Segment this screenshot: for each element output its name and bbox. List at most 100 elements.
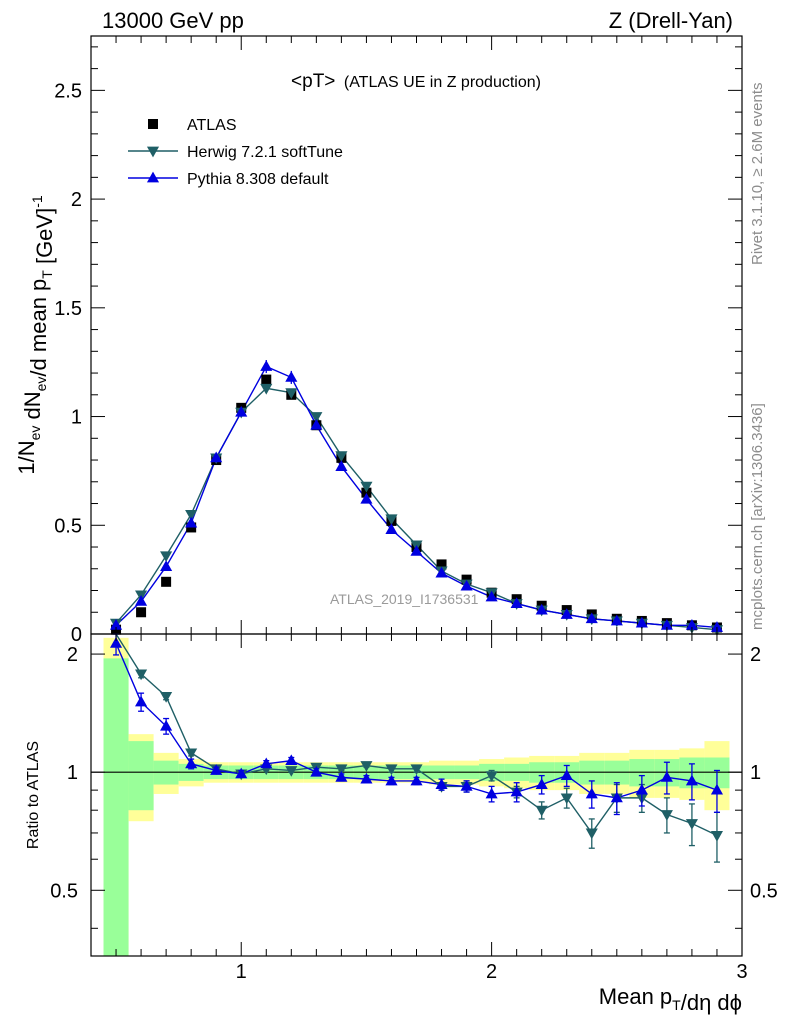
x-axis-label: Mean pT/dη dϕ xyxy=(599,984,742,1015)
herwig-point xyxy=(185,510,198,521)
herwig-ratio-point xyxy=(135,669,148,681)
pythia-ratio-point xyxy=(360,772,373,784)
y-tick-label: 0.5 xyxy=(54,515,82,537)
pythia-ratio-point xyxy=(285,754,298,766)
uncertainty-band-green xyxy=(103,658,129,956)
y-axis-label-ratio: Ratio to ATLAS xyxy=(25,741,42,849)
pythia-point xyxy=(535,603,548,615)
pythia-point xyxy=(210,451,223,463)
ratio-y-tick-label-right: 2 xyxy=(750,644,761,666)
uncertainty-band-green xyxy=(128,741,154,811)
rivet-label: Rivet 3.1.10, ≥ 2.6M events xyxy=(749,83,766,266)
y-tick-label: 2.5 xyxy=(54,80,82,102)
pythia-ratio-point xyxy=(435,778,448,789)
herwig-ratio-point xyxy=(360,761,373,772)
main-title-sub: (ATLAS UE in Z production) xyxy=(344,74,541,91)
pythia-ratio-point xyxy=(185,757,198,769)
legend-label: Pythia 8.308 default xyxy=(187,171,329,188)
ratio-y-tick-label: 1 xyxy=(67,762,78,784)
herwig-ratio-point xyxy=(285,766,298,777)
atlas-point xyxy=(261,374,272,385)
herwig-ratio-point xyxy=(660,810,673,821)
legend: ATLAS Herwig 7.2.1 softTune Pythia 8.308 d… xyxy=(128,117,343,188)
pythia-ratio-point xyxy=(109,637,123,648)
herwig-point xyxy=(285,388,298,399)
main-title: <pT> (ATLAS UE in Z production) xyxy=(291,71,541,92)
pythia-point xyxy=(235,405,248,417)
atlas-point xyxy=(436,559,447,570)
y-tick-label: 1 xyxy=(71,407,82,429)
herwig-ratio-point xyxy=(685,819,698,830)
pythia-ratio-point xyxy=(160,719,173,731)
legend-label: Herwig 7.2.1 softTune xyxy=(187,144,343,161)
herwig-ratio-point xyxy=(335,764,348,776)
pythia-ratio-point xyxy=(560,769,573,781)
pythia-point xyxy=(160,560,173,571)
main-panel: 0 0.5 1 1.5 2 2.5 <pT> (ATLAS UE in Z product… xyxy=(14,35,743,646)
herwig-ratio-point xyxy=(160,692,173,703)
ratio-panel: 0.5 0.5 1 1 2 2 1 2 3 Ratio to ATLAS xyxy=(25,633,778,983)
y-axis-label-text: 1/Nev dNev/d mean pT [GeV]-1 xyxy=(14,195,57,475)
legend-marker xyxy=(146,171,160,183)
y-tick-label: 2 xyxy=(71,189,82,211)
herwig-point xyxy=(335,451,348,463)
herwig-point xyxy=(360,481,373,493)
pythia-ratio-point xyxy=(485,787,498,799)
pythia-point xyxy=(285,371,298,382)
header-right: Z (Drell-Yan) xyxy=(609,8,733,33)
pythia-point xyxy=(185,516,198,528)
pythia-point xyxy=(710,621,724,632)
y-tick-label: 1.5 xyxy=(54,298,82,320)
pythia-ratio-point xyxy=(660,771,673,782)
pythia-ratio-point xyxy=(510,785,523,797)
pythia-ratio-point xyxy=(310,765,323,777)
pythia-ratio-point xyxy=(410,774,423,786)
pythia-point xyxy=(660,618,673,630)
herwig-ratio-point xyxy=(585,828,598,840)
pythia-point xyxy=(260,360,273,371)
herwig-point xyxy=(260,383,273,395)
x-axis-label-text: Mean pT/dη dϕ xyxy=(599,984,742,1015)
x-tick-label: 3 xyxy=(736,961,747,983)
pythia-ratio-point xyxy=(685,774,698,786)
ratio-y-tick-label-right: 1 xyxy=(750,762,761,784)
herwig-point xyxy=(160,551,173,563)
herwig-ratio-point xyxy=(535,805,548,817)
pythia-point xyxy=(335,460,348,471)
pythia-point xyxy=(560,608,573,619)
ratio-y-tick-label-right: 0.5 xyxy=(750,880,778,902)
pythia-ratio-point xyxy=(385,774,398,786)
atlas-point xyxy=(136,607,147,618)
herwig-point xyxy=(385,514,398,526)
pythia-ratio-point xyxy=(335,771,348,782)
pythia-ratio-point xyxy=(635,783,648,795)
pythia-point xyxy=(685,618,698,630)
x-tick-label: 1 xyxy=(236,961,247,983)
pythia-ratio-point xyxy=(585,787,598,799)
pythia-point xyxy=(460,579,473,591)
pythia-ratio-point xyxy=(535,778,548,789)
pythia-point xyxy=(385,523,398,535)
atlas-point xyxy=(361,487,372,498)
herwig-ratio-point xyxy=(560,793,573,805)
legend-label: ATLAS xyxy=(187,117,237,134)
pythia-point xyxy=(410,545,423,556)
herwig-ratio-point xyxy=(710,831,724,842)
herwig-ratio-point xyxy=(410,764,423,776)
herwig-point xyxy=(310,412,323,423)
header-left: 13000 GeV pp xyxy=(102,8,244,33)
x-tick-label: 2 xyxy=(486,961,497,983)
legend-marker xyxy=(146,146,160,158)
ratio-y-tick-label: 0.5 xyxy=(50,880,78,902)
pythia-ratio-point xyxy=(610,791,623,803)
pythia-point xyxy=(435,566,448,578)
pythia-ratio-point xyxy=(710,783,724,795)
pythia-point xyxy=(610,614,623,626)
pythia-point xyxy=(510,597,523,608)
pythia-ratio-point xyxy=(210,764,223,775)
herwig-ratio-line xyxy=(115,633,718,837)
pythia-ratio-point xyxy=(460,780,473,791)
pythia-point xyxy=(109,618,123,630)
herwig-ratio-point xyxy=(185,748,198,760)
